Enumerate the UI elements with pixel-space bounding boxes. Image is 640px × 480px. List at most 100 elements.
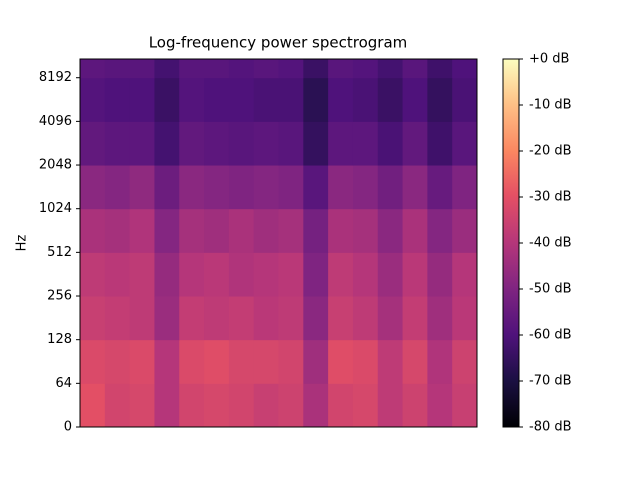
cell xyxy=(104,383,131,428)
cell xyxy=(104,208,131,253)
cell xyxy=(228,252,255,297)
cell xyxy=(352,121,379,166)
cell xyxy=(278,121,304,166)
cell xyxy=(253,77,279,122)
cell xyxy=(303,165,329,210)
colorbar-tick-label: -80 dB xyxy=(529,420,572,435)
cell xyxy=(129,383,155,428)
cell xyxy=(204,165,230,210)
colorbar-tick-label: -70 dB xyxy=(529,374,572,389)
cell xyxy=(402,208,428,253)
y-axis-label: Hz xyxy=(15,235,30,252)
cell xyxy=(228,121,255,166)
cell xyxy=(427,121,453,166)
cell xyxy=(427,77,453,122)
cell xyxy=(278,296,304,341)
cell xyxy=(377,121,404,166)
cell xyxy=(402,252,428,297)
cell xyxy=(328,252,354,297)
cell xyxy=(328,383,354,428)
cell xyxy=(204,59,230,79)
y-tick-label: 1024 xyxy=(39,201,72,216)
cell xyxy=(253,383,279,428)
cell xyxy=(427,208,453,253)
cell xyxy=(452,165,478,210)
cell xyxy=(80,339,106,384)
cell xyxy=(303,252,329,297)
cell xyxy=(402,59,428,79)
cell xyxy=(278,165,304,210)
cell xyxy=(204,383,230,428)
cell xyxy=(80,208,106,253)
colorbar-tick-label: -60 dB xyxy=(529,328,572,343)
cell xyxy=(352,77,379,122)
heatmap xyxy=(80,59,478,428)
cell xyxy=(154,77,180,122)
cell xyxy=(452,59,478,79)
cell xyxy=(303,59,329,79)
cell xyxy=(278,252,304,297)
cell xyxy=(228,59,255,79)
cell xyxy=(328,121,354,166)
cell xyxy=(377,165,404,210)
cell xyxy=(253,59,279,79)
cell xyxy=(154,296,180,341)
cell xyxy=(352,208,379,253)
cell xyxy=(154,208,180,253)
cell xyxy=(328,208,354,253)
cell xyxy=(179,296,205,341)
cell xyxy=(104,59,131,79)
cell xyxy=(328,165,354,210)
colorbar xyxy=(502,58,520,428)
colorbar-tick-label: -10 dB xyxy=(529,98,572,113)
cell xyxy=(352,165,379,210)
cell xyxy=(427,383,453,428)
y-tick-label: 512 xyxy=(47,245,72,260)
cell xyxy=(204,296,230,341)
cell xyxy=(328,339,354,384)
cell xyxy=(427,59,453,79)
cell xyxy=(228,339,255,384)
cell xyxy=(129,339,155,384)
cell xyxy=(179,59,205,79)
cell xyxy=(179,165,205,210)
cell xyxy=(328,59,354,79)
colorbar-tick-label: -40 dB xyxy=(529,236,572,251)
cell xyxy=(352,296,379,341)
y-tick-label: 8192 xyxy=(39,70,72,85)
cell xyxy=(154,339,180,384)
y-tick-label: 256 xyxy=(47,289,72,304)
chart-title: Log-frequency power spectrogram xyxy=(149,34,408,52)
y-tick-label: 4096 xyxy=(39,114,72,129)
cell xyxy=(377,77,404,122)
cell xyxy=(179,252,205,297)
cell xyxy=(228,165,255,210)
cell xyxy=(427,252,453,297)
cell xyxy=(402,121,428,166)
cell xyxy=(352,59,379,79)
cell xyxy=(377,59,404,79)
y-tick-label: 128 xyxy=(47,332,72,347)
cell xyxy=(154,165,180,210)
cell xyxy=(80,383,106,428)
cell xyxy=(204,121,230,166)
cell xyxy=(80,296,106,341)
y-tick-label: 2048 xyxy=(39,158,72,173)
cell xyxy=(80,121,106,166)
cell xyxy=(402,339,428,384)
cell xyxy=(228,208,255,253)
plot-frame xyxy=(79,58,478,428)
cell xyxy=(377,296,404,341)
cell xyxy=(154,383,180,428)
cell xyxy=(253,252,279,297)
cell xyxy=(452,208,478,253)
cell xyxy=(303,208,329,253)
cell xyxy=(129,296,155,341)
cell xyxy=(402,296,428,341)
cell xyxy=(303,121,329,166)
cell xyxy=(278,59,304,79)
colorbar-tick-label: -30 dB xyxy=(529,190,572,205)
cell xyxy=(253,339,279,384)
cell xyxy=(377,383,404,428)
